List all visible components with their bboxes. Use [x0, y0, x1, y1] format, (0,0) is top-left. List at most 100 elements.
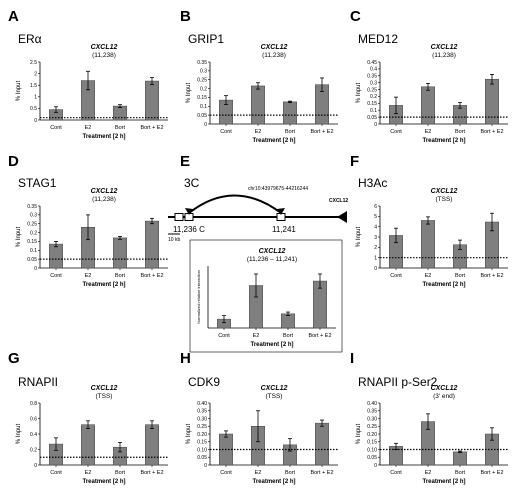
x-axis-label: Treatment [2 h]: [422, 138, 465, 144]
y-tick-label: 0.05: [367, 455, 377, 461]
chart-subtitle: (11,236 – 11,241): [247, 256, 297, 263]
y-tick-label: 0.3: [200, 69, 207, 75]
chart-title: CXCL12: [91, 188, 118, 195]
panel-letter-h: H: [180, 350, 191, 367]
y-tick-label: 0.4: [30, 432, 37, 438]
chart-title: CXCL12: [91, 385, 118, 392]
x-tick-label: Bort + E2: [140, 470, 163, 476]
panel-name-i: RNAPII p-Ser2: [358, 375, 438, 389]
y-tick-label: 0.25: [27, 222, 37, 228]
y-tick-label: 0.3: [30, 213, 37, 219]
chart-subtitle: (11,238): [262, 52, 286, 59]
x-tick-label: Bort: [115, 273, 126, 279]
y-tick-label: 0.10: [197, 447, 207, 453]
y-tick-label: 6: [374, 204, 377, 210]
y-axis-label: % Input: [356, 227, 362, 248]
panel-name-a: ERα: [18, 32, 42, 46]
x-axis-label: Treatment [2 h]: [252, 479, 295, 485]
x-tick-label: Bort: [283, 333, 294, 339]
panel-name-e: 3C: [184, 176, 200, 190]
panel-letter-d: D: [8, 153, 19, 170]
y-tick-label: 0.2: [30, 230, 37, 236]
x-tick-label: Bort: [115, 125, 126, 131]
chart-subtitle: (TSS): [436, 196, 453, 203]
y-tick-label: 0: [204, 122, 207, 128]
y-tick-label: 0.10: [367, 447, 377, 453]
x-axis-label: Treatment [2 h]: [422, 282, 465, 288]
panel-name-g: RNAPII: [18, 375, 59, 389]
x-tick-label: Bort + E2: [480, 129, 503, 135]
panel-letter-i: I: [350, 350, 355, 367]
interaction-arc: [188, 194, 282, 214]
right-fragment-label: 11,241: [272, 225, 296, 234]
y-tick-label: 0.6: [30, 416, 37, 422]
arc-arrowhead-right: [277, 208, 285, 215]
x-tick-label: Bort + E2: [308, 333, 331, 339]
y-tick-label: 0: [34, 118, 37, 124]
chart-title: CXCL12: [261, 385, 288, 392]
x-tick-label: Cont: [390, 470, 402, 476]
x-tick-label: E2: [253, 333, 260, 339]
y-tick-label: 0.40: [197, 401, 207, 407]
x-tick-label: Bort: [455, 129, 466, 135]
locus-gene-label: CXCL12: [329, 198, 348, 204]
y-tick-label: 0.05: [197, 113, 207, 119]
y-tick-label: 0: [374, 463, 377, 469]
y-tick-label: 1: [374, 255, 377, 261]
x-tick-label: Bort + E2: [140, 273, 163, 279]
panel-name-h: CDK9: [188, 375, 221, 389]
x-tick-label: Bort + E2: [310, 470, 333, 476]
panel-name-b: GRIP1: [188, 32, 225, 46]
y-tick-label: 0.5: [30, 106, 37, 112]
y-tick-label: 0: [204, 463, 207, 469]
x-tick-label: Cont: [390, 273, 402, 279]
y-axis-label: % Input: [356, 424, 362, 445]
y-tick-label: 0.1: [30, 248, 37, 254]
x-tick-label: Cont: [220, 470, 232, 476]
y-tick-label: 5: [374, 214, 377, 220]
y-tick-label: 0.1: [370, 108, 377, 114]
panel-letter-f: F: [350, 153, 360, 170]
fragment-box-11236-a: [174, 213, 184, 221]
locus-coordinate: chr10:43979675-44216244: [248, 186, 308, 192]
x-tick-label: Bort: [285, 470, 296, 476]
chart-title: CXCL12: [91, 44, 118, 51]
x-tick-label: Bort + E2: [140, 125, 163, 131]
y-tick-label: 0: [34, 266, 37, 272]
y-tick-label: 0.25: [367, 87, 377, 93]
y-tick-label: 0.20: [367, 432, 377, 438]
y-tick-label: 0.20: [197, 432, 207, 438]
y-tick-label: 0.35: [197, 60, 207, 66]
x-tick-label: Bort: [455, 470, 466, 476]
x-tick-label: Bort + E2: [480, 470, 503, 476]
chart-subtitle: (11,238): [92, 196, 116, 203]
chart-title: CXCL12: [259, 248, 286, 255]
y-axis-label: % Input: [16, 81, 22, 102]
scale-bar-label: 10 kb: [168, 237, 180, 243]
x-tick-label: E2: [255, 470, 262, 476]
x-tick-label: Cont: [50, 273, 62, 279]
x-axis-label: Treatment [2 h]: [252, 138, 295, 144]
x-tick-label: Bort + E2: [310, 129, 333, 135]
bar-bort: [453, 451, 467, 466]
panel-letter-e: E: [180, 153, 191, 170]
x-tick-label: E2: [85, 470, 92, 476]
y-tick-label: 0.15: [367, 440, 377, 446]
x-tick-label: E2: [425, 129, 432, 135]
y-axis-label: % Input: [356, 83, 362, 104]
y-tick-label: 2: [374, 245, 377, 251]
y-tick-label: 3: [374, 235, 377, 241]
y-tick-label: 0.4: [370, 67, 377, 73]
y-tick-label: 0.15: [367, 101, 377, 107]
y-tick-label: 4: [374, 224, 377, 230]
y-tick-label: 0.35: [197, 409, 207, 415]
x-tick-label: Cont: [390, 129, 402, 135]
y-tick-label: 0.35: [27, 204, 37, 210]
